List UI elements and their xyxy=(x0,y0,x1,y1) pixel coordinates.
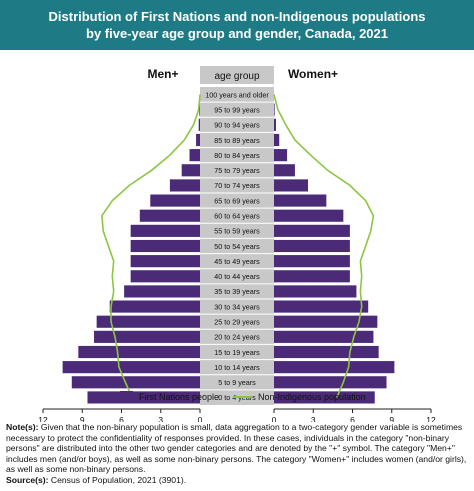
source-text: Census of Population, 2021 (3901). xyxy=(48,474,187,485)
age-group-label: 75 to 79 years xyxy=(214,166,260,175)
bar-men-first-nations xyxy=(87,391,200,404)
x-tick-label-left: 6 xyxy=(119,415,124,422)
x-tick-label-left: 9 xyxy=(80,415,85,422)
bar-men-first-nations xyxy=(130,255,200,268)
bar-women-first-nations xyxy=(274,103,275,116)
x-tick-label-right: 9 xyxy=(389,415,394,422)
bar-women-first-nations xyxy=(274,361,395,374)
women-label: Women+ xyxy=(288,67,338,81)
x-tick-label-left: 3 xyxy=(158,415,163,422)
age-group-header: age group xyxy=(214,71,259,82)
bar-men-first-nations xyxy=(169,179,200,192)
line-women-non-indigenous xyxy=(273,94,375,398)
bar-women-first-nations xyxy=(274,330,374,343)
bar-women-first-nations xyxy=(274,149,288,162)
bar-women-first-nations xyxy=(274,239,350,253)
bar-men-first-nations xyxy=(124,285,200,298)
age-group-label: 20 to 24 years xyxy=(214,333,260,342)
bar-women-first-nations xyxy=(274,118,276,131)
bar-men-first-nations xyxy=(139,209,200,222)
bar-women-first-nations xyxy=(274,391,375,404)
bar-women-first-nations xyxy=(274,224,350,237)
age-group-label: 65 to 69 years xyxy=(214,196,260,205)
age-group-label: 95 to 99 years xyxy=(214,106,260,115)
notes-block: Note(s): Given that the non-binary popul… xyxy=(6,422,468,486)
bar-women-first-nations xyxy=(274,300,369,313)
bar-women-first-nations xyxy=(274,376,387,389)
x-tick-label-right: 3 xyxy=(311,415,316,422)
note-text: Given that the non-binary population is … xyxy=(6,422,467,475)
chart-header: Distribution of First Nations and non-In… xyxy=(0,0,474,50)
age-group-label: 35 to 39 years xyxy=(214,287,260,296)
legend-bar-label: First Nations people xyxy=(139,392,219,402)
line-men-non-indigenous xyxy=(101,94,201,398)
bar-men-first-nations xyxy=(199,103,200,116)
age-group-label: 30 to 34 years xyxy=(214,302,260,311)
bar-women-first-nations xyxy=(274,270,350,283)
title-line-2: by five-year age group and gender, Canad… xyxy=(86,26,388,41)
bar-women-first-nations xyxy=(274,255,350,268)
bar-women-first-nations xyxy=(274,179,309,192)
age-group-label: 15 to 19 years xyxy=(214,348,260,357)
bar-women-first-nations xyxy=(274,164,295,177)
bar-women-first-nations xyxy=(274,285,357,298)
age-group-header-box xyxy=(200,66,274,84)
bar-women-first-nations xyxy=(274,209,344,222)
x-tick-label-right: 0 xyxy=(272,415,277,422)
title-line-1: Distribution of First Nations and non-In… xyxy=(48,9,426,24)
bar-men-first-nations xyxy=(130,270,200,283)
age-group-label: 60 to 64 years xyxy=(214,212,260,221)
bar-men-first-nations xyxy=(181,164,200,177)
bar-men-first-nations xyxy=(78,345,200,359)
legend-line-label: Non-Indigenous population xyxy=(258,392,366,402)
bar-men-first-nations xyxy=(150,194,200,207)
age-group-label: 45 to 49 years xyxy=(214,257,260,266)
age-group-label: 90 to 94 years xyxy=(214,121,260,130)
age-group-label: 80 to 84 years xyxy=(214,151,260,160)
bar-men-first-nations xyxy=(196,133,200,147)
x-tick-label-right: 12 xyxy=(426,415,436,422)
age-group-label: 55 to 59 years xyxy=(214,227,260,236)
bar-men-first-nations xyxy=(71,376,201,389)
note-label: Note(s): xyxy=(6,422,39,432)
age-group-label: 70 to 74 years xyxy=(214,181,260,190)
source-label: Source(s): xyxy=(6,474,49,485)
x-tick-label-left: 12 xyxy=(38,415,48,422)
bar-men-first-nations xyxy=(198,118,200,131)
bar-women-first-nations xyxy=(274,133,280,147)
age-group-label: 25 to 29 years xyxy=(214,318,260,327)
men-label: Men+ xyxy=(147,67,178,81)
age-group-label: 100 years and older xyxy=(205,90,269,99)
legend-bar-swatch xyxy=(120,391,133,403)
source-paragraph: Source(s): Census of Population, 2021 (3… xyxy=(6,475,468,486)
bar-men-first-nations xyxy=(96,315,200,328)
bar-men-first-nations xyxy=(189,149,200,162)
age-group-label: 40 to 44 years xyxy=(214,272,260,281)
bar-women-first-nations xyxy=(274,345,379,359)
x-tick-label-right: 6 xyxy=(350,415,355,422)
bar-men-first-nations xyxy=(62,361,200,374)
age-label-column xyxy=(200,87,274,405)
age-group-label: 85 to 89 years xyxy=(214,136,260,145)
bar-women-first-nations xyxy=(274,194,327,207)
age-group-label: 50 to 54 years xyxy=(214,242,260,251)
age-group-label: 5 to 9 years xyxy=(218,378,256,387)
bar-men-first-nations xyxy=(94,330,200,343)
bar-men-first-nations xyxy=(130,224,200,237)
note-paragraph: Note(s): Given that the non-binary popul… xyxy=(6,422,468,475)
bar-men-first-nations xyxy=(109,300,200,313)
bar-women-first-nations xyxy=(274,315,378,328)
x-tick-label-left: 0 xyxy=(198,415,203,422)
bar-men-first-nations xyxy=(130,239,200,253)
age-group-label: 10 to 14 years xyxy=(214,363,260,372)
